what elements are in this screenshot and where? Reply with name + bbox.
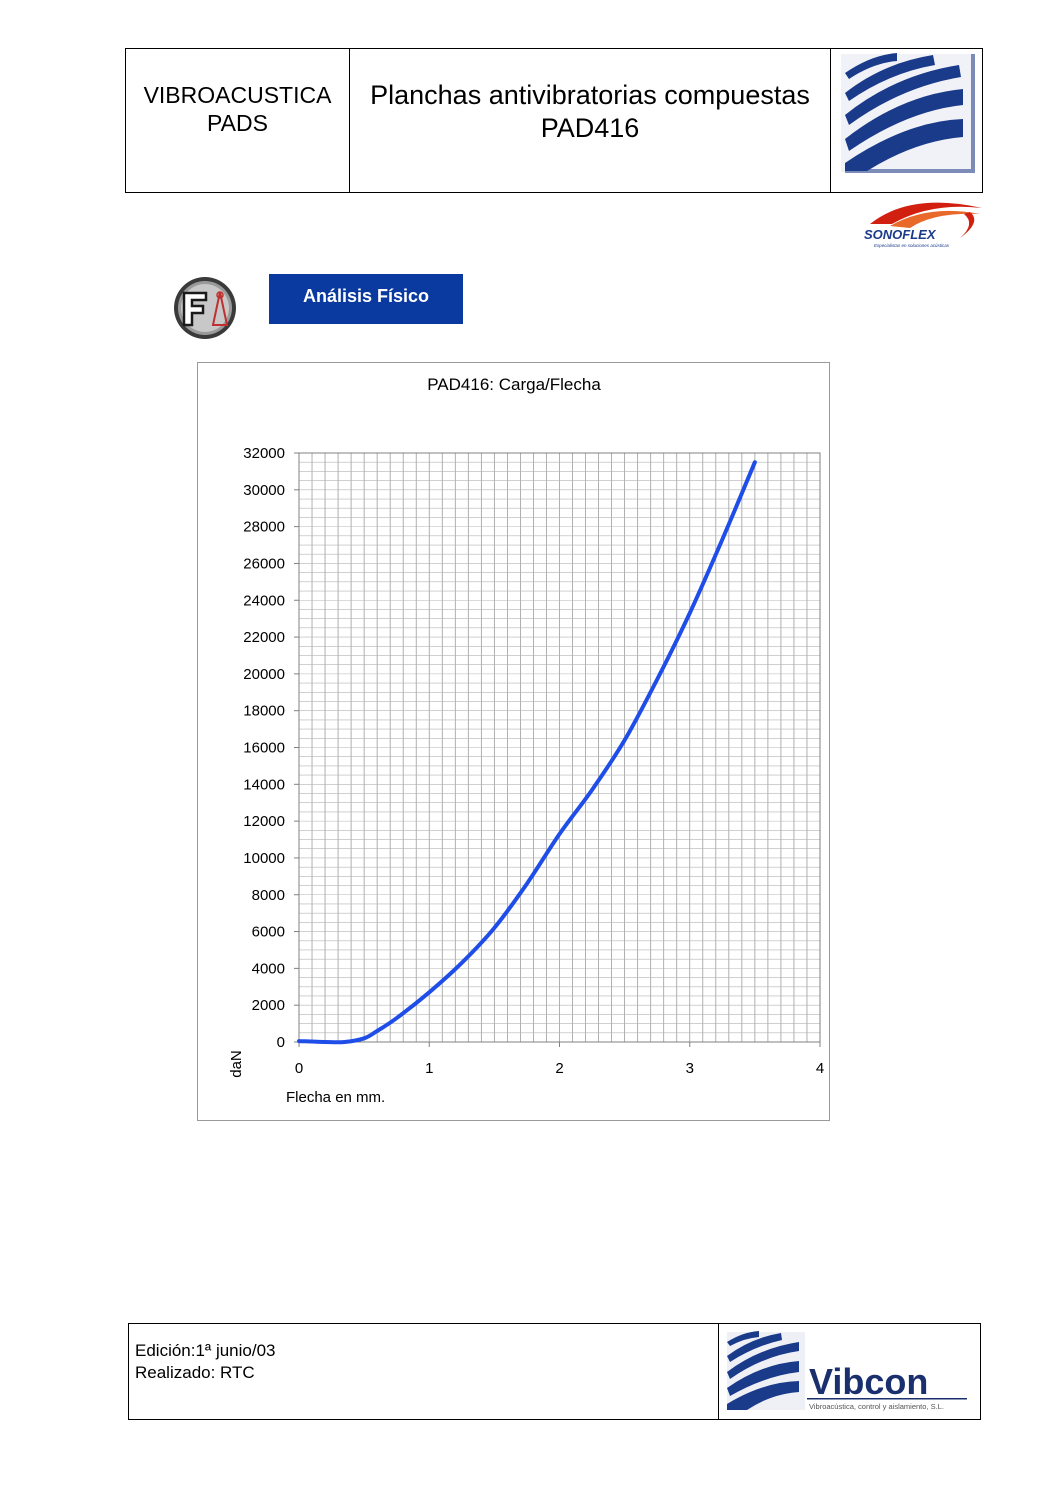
- vibcon-waves-icon: Vibcon Vibroacústica, control y aislamie…: [727, 1331, 967, 1411]
- y-tick-label: 0: [277, 1034, 285, 1051]
- y-tick-label: 22000: [243, 629, 285, 646]
- chart-grid-horizontal: [299, 461, 820, 1034]
- y-axis-label: daN: [228, 1050, 245, 1078]
- y-axis-ticks: 0 2000 4000 6000 8000 10000 12000 14000 16000 180…: [243, 445, 299, 1051]
- section-title: Análisis Físico: [269, 274, 463, 324]
- sonoflex-swoosh-icon: SONOFLEX Especialistas en soluciones acú…: [864, 202, 982, 248]
- chart-title: PAD416: Carga/Flecha: [427, 375, 601, 394]
- fa-physical-analysis-icon: [172, 275, 238, 341]
- footer-edition: Edición:1ª junio/03: [135, 1341, 276, 1360]
- x-axis-ticks: 0 1 2 3 4: [295, 1042, 824, 1077]
- x-tick-label: 3: [686, 1060, 694, 1077]
- y-tick-label: 28000: [243, 519, 285, 536]
- document-header: VIBROACUSTICA PADS Planchas antivibrator…: [125, 48, 983, 193]
- y-tick-label: 2000: [252, 997, 285, 1014]
- waves-logo-icon: [841, 53, 975, 173]
- sonoflex-name: SONOFLEX: [864, 227, 937, 242]
- x-tick-label: 1: [425, 1060, 433, 1077]
- vibcon-tagline: Vibroacústica, control y aislamiento, S.…: [809, 1402, 944, 1411]
- y-tick-label: 12000: [243, 813, 285, 830]
- y-tick-label: 32000: [243, 445, 285, 462]
- y-tick-label: 4000: [252, 960, 285, 977]
- sonoflex-logo: SONOFLEX Especialistas en soluciones acú…: [860, 198, 984, 250]
- y-tick-label: 14000: [243, 776, 285, 793]
- footer-author: Realizado: RTC: [135, 1363, 255, 1382]
- header-category-line1: VIBROACUSTICA: [143, 82, 332, 108]
- header-category-line2: PADS: [207, 110, 268, 136]
- y-tick-label: 10000: [243, 850, 285, 867]
- x-axis-label: Flecha en mm.: [286, 1089, 385, 1106]
- vibcon-name: Vibcon: [809, 1361, 928, 1402]
- y-tick-label: 20000: [243, 666, 285, 683]
- y-tick-label: 24000: [243, 592, 285, 609]
- y-tick-label: 30000: [243, 482, 285, 499]
- footer-info: Edición:1ª junio/03 Realizado: RTC: [129, 1324, 719, 1419]
- x-tick-label: 4: [816, 1060, 824, 1077]
- document-footer: Edición:1ª junio/03 Realizado: RTC Vibco…: [128, 1323, 981, 1420]
- y-tick-label: 8000: [252, 887, 285, 904]
- vibcon-logo: Vibcon Vibroacústica, control y aislamie…: [719, 1324, 980, 1419]
- x-tick-label: 2: [555, 1060, 563, 1077]
- x-tick-label: 0: [295, 1060, 303, 1077]
- load-deflection-chart: 0 2000 4000 6000 8000 10000 12000 14000 16000 180…: [197, 362, 830, 1121]
- header-category: VIBROACUSTICA PADS: [126, 49, 350, 192]
- chart-canvas: 0 2000 4000 6000 8000 10000 12000 14000 16000 180…: [228, 375, 824, 1106]
- header-title-line1: Planchas antivibratorias compuestas: [370, 80, 810, 110]
- header-title-line2: PAD416: [540, 113, 640, 143]
- series-line-load-deflection: [297, 460, 757, 1045]
- header-title: Planchas antivibratorias compuestas PAD4…: [350, 49, 831, 192]
- y-tick-label: 6000: [252, 924, 285, 941]
- y-tick-label: 18000: [243, 703, 285, 720]
- sonoflex-tagline: Especialistas en soluciones acústicas: [874, 243, 950, 248]
- y-tick-label: 26000: [243, 555, 285, 572]
- y-tick-label: 16000: [243, 740, 285, 757]
- header-logo: [831, 49, 982, 192]
